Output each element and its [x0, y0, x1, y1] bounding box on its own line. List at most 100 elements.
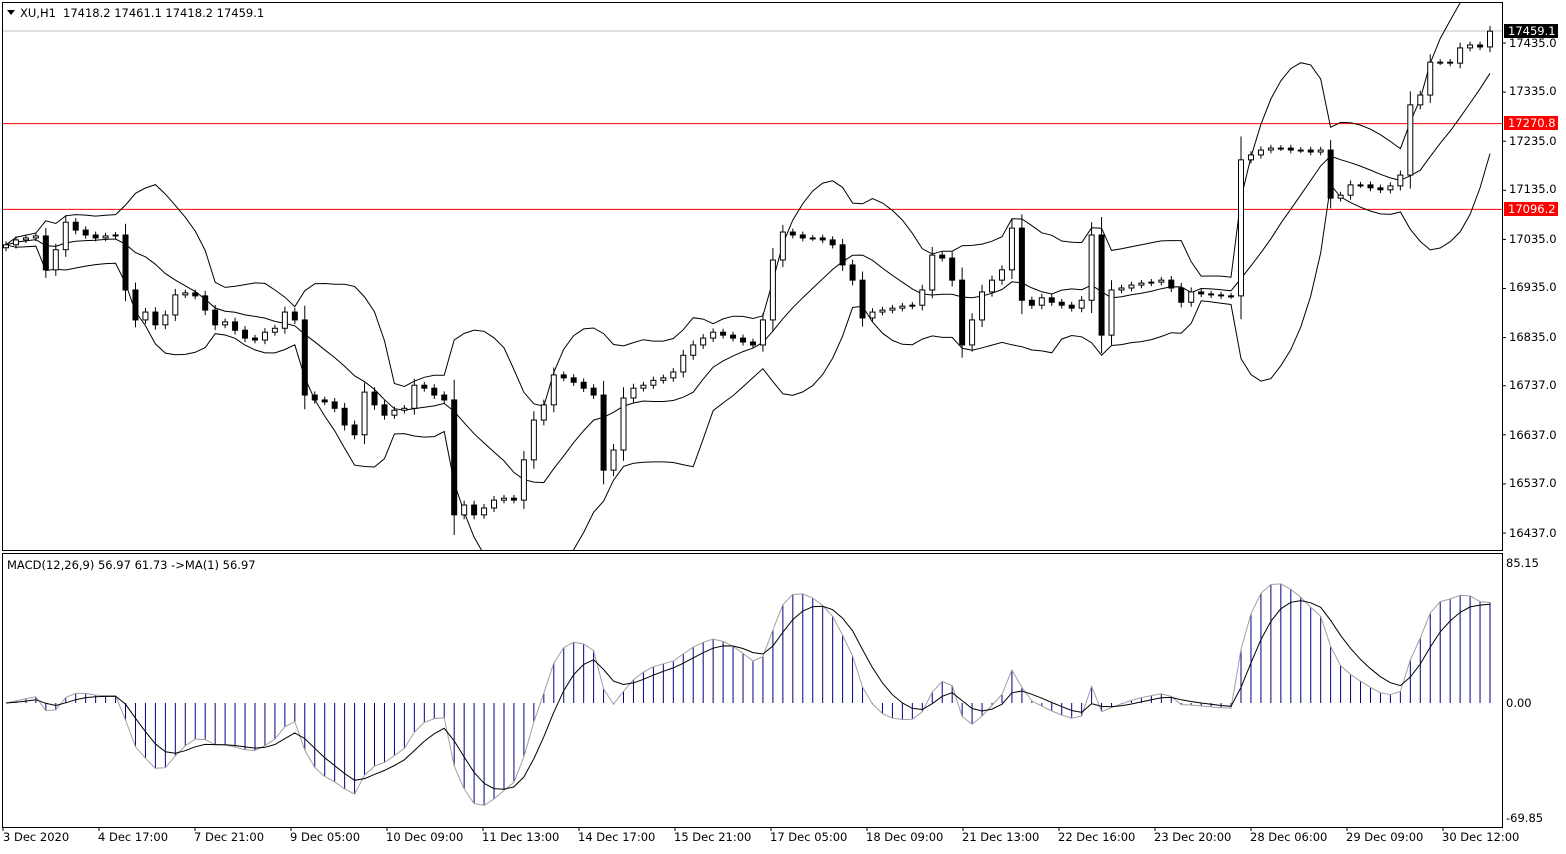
candle-body	[510, 497, 517, 501]
candle-body	[520, 459, 527, 501]
candle-body	[909, 304, 916, 307]
candle-body	[212, 309, 219, 326]
candle-body	[3, 244, 9, 249]
candle-body	[1108, 289, 1115, 336]
candle-body	[1487, 30, 1493, 48]
ohlc-values: 17418.2 17461.1 17418.2 17459.1	[63, 6, 264, 20]
candle-body	[1008, 227, 1015, 271]
candle-body	[1337, 194, 1344, 199]
candle-body	[331, 401, 338, 409]
candle-body	[411, 384, 418, 409]
price-tick: 17235.0	[1509, 134, 1557, 148]
candle-body	[202, 295, 209, 311]
candle-body	[222, 321, 229, 326]
candle-body	[1038, 297, 1045, 306]
candle-body	[1347, 184, 1354, 196]
price-axis: 17435.0 17335.0 17235.0 17135.0 17035.0 …	[1509, 36, 1557, 540]
candle-body	[1048, 297, 1055, 303]
macd-tick: 85.15	[1506, 556, 1539, 570]
candle-body	[132, 289, 139, 321]
candle-body	[1148, 281, 1155, 284]
candle-body	[1377, 187, 1384, 191]
candle-body	[710, 331, 717, 339]
candle-body	[1168, 279, 1175, 289]
candle-body	[371, 391, 378, 406]
price-panel[interactable]	[2, 2, 1503, 551]
candle-body	[1018, 227, 1025, 301]
price-tick: 17435.0	[1509, 36, 1557, 50]
candle-body	[1437, 61, 1444, 64]
candle-body	[530, 419, 537, 461]
candle-body	[92, 234, 99, 239]
time-tick: 21 Dec 13:00	[962, 830, 1039, 844]
candle-body	[650, 379, 657, 386]
candle-body	[1198, 291, 1205, 295]
candle-body	[1457, 47, 1464, 64]
level-label-2: 17096.2	[1508, 202, 1556, 216]
price-tick: 16437.0	[1509, 526, 1557, 540]
candle-body	[1228, 295, 1235, 298]
price-tick: 17135.0	[1509, 182, 1557, 196]
symbol-label: XU,H1	[20, 6, 56, 20]
candle-body	[819, 237, 826, 241]
current-price-tag	[1504, 24, 1558, 38]
candle-body	[740, 337, 747, 343]
candle-body	[351, 424, 358, 436]
candle-body	[1327, 149, 1334, 199]
macd-tick: 0.00	[1506, 696, 1532, 710]
candle-body	[1058, 301, 1065, 306]
candle-body	[849, 264, 856, 281]
triangle-down-icon[interactable]	[7, 10, 15, 15]
candle-body	[1287, 147, 1294, 151]
candle-body	[939, 254, 946, 259]
candle-body	[839, 244, 846, 266]
candle-body	[1238, 159, 1245, 297]
candle-body	[1277, 147, 1284, 150]
time-axis: 3 Dec 2020 4 Dec 17:00 7 Dec 21:00 9 Dec…	[3, 830, 1519, 844]
candle-body	[1477, 44, 1484, 48]
level-tag-2	[1504, 202, 1558, 216]
candle-body	[789, 231, 796, 236]
time-tick: 22 Dec 16:00	[1058, 830, 1135, 844]
candle-body	[1387, 185, 1394, 191]
candle-body	[779, 231, 786, 261]
time-tick: 9 Dec 05:00	[290, 830, 360, 844]
candle-body	[560, 374, 567, 379]
candle-body	[1257, 149, 1264, 156]
candle-body	[1188, 291, 1195, 303]
candle-body	[421, 384, 428, 389]
candle-body	[899, 305, 906, 309]
candle-body	[1158, 279, 1165, 283]
level-tag-1	[1504, 116, 1558, 130]
candle-body	[590, 387, 597, 396]
candle-body	[251, 337, 258, 341]
candle-body	[1427, 61, 1434, 96]
candle-body	[12, 239, 19, 246]
price-tick: 16737.0	[1509, 378, 1557, 392]
candle-body	[1098, 234, 1105, 336]
price-tick: 17035.0	[1509, 232, 1557, 246]
candle-body	[690, 344, 697, 356]
macd-panel[interactable]	[2, 553, 1503, 828]
candle-body	[261, 331, 268, 341]
candle-body	[1267, 147, 1274, 151]
candle-body	[1118, 287, 1125, 291]
candle-body	[998, 269, 1005, 281]
candle-body	[401, 407, 408, 411]
candle-body	[152, 311, 159, 326]
candle-body	[700, 337, 707, 346]
candle-body	[82, 229, 89, 236]
candle-body	[471, 504, 478, 516]
candle-body	[1218, 294, 1225, 297]
candle-body	[809, 237, 816, 240]
candle-body	[321, 399, 328, 403]
candle-body	[52, 249, 59, 271]
candle-body	[22, 237, 29, 241]
candle-body	[1028, 299, 1035, 306]
bollinger-lower-band	[5, 153, 1491, 550]
time-tick: 3 Dec 2020	[3, 830, 69, 844]
candle-body	[1397, 174, 1404, 187]
candle-body	[281, 311, 288, 329]
candle-body	[630, 387, 637, 399]
